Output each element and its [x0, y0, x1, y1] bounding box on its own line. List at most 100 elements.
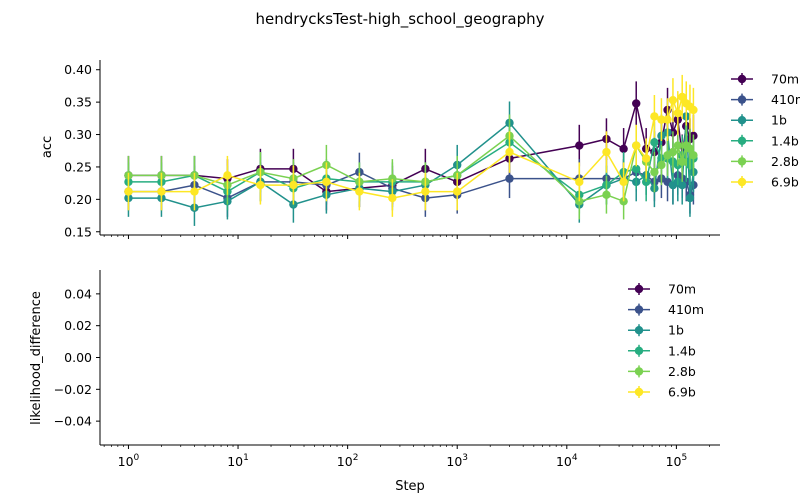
legend-marker — [737, 95, 747, 104]
accuracy-plot-legend-item: 1b — [731, 113, 787, 128]
accuracy-plot-y-tick-label: 0.20 — [64, 192, 92, 207]
accuracy-plot-y-ticks: 0.15 0.20 0.25 0.30 0.35 0.40 — [64, 62, 100, 239]
data-point — [602, 147, 611, 157]
accuracy-plot-y-tick-label: 0.35 — [64, 95, 92, 110]
legend-label: 410m — [771, 92, 800, 107]
legend-marker — [737, 116, 747, 125]
legend-marker — [737, 157, 747, 166]
likelihood-plot-x-label: Step — [395, 479, 425, 494]
data-point — [650, 138, 659, 147]
likelihood-plot-y-tick-label: −0.02 — [54, 382, 92, 397]
data-point — [421, 187, 430, 196]
legend-label: 2.8b — [771, 154, 799, 169]
data-point — [575, 141, 584, 150]
data-point — [663, 115, 672, 124]
accuracy-plot-y-tick-label: 0.25 — [64, 159, 92, 174]
data-point — [685, 144, 695, 153]
data-point — [673, 108, 682, 118]
accuracy-plot-legend-item: 2.8b — [731, 154, 799, 169]
legend-marker — [634, 346, 644, 355]
data-point — [619, 144, 628, 153]
likelihood-plot-legend-item: 70m — [628, 282, 696, 297]
legend-marker — [634, 305, 644, 314]
legend-marker — [634, 387, 644, 397]
data-point — [689, 105, 698, 115]
legend-label: 410m — [668, 302, 704, 317]
accuracy-plot-legend-item: 410m — [731, 92, 800, 107]
legend-label: 1.4b — [668, 343, 696, 358]
likelihood-plot-legend-item: 2.8b — [628, 364, 696, 379]
data-point — [632, 141, 641, 150]
x-tick-label: 104 — [556, 453, 578, 469]
data-point — [673, 141, 682, 150]
data-point — [602, 190, 611, 200]
x-tick-label: 100 — [118, 453, 140, 469]
accuracy-plot-x-ticks — [103, 235, 710, 239]
data-point — [190, 187, 199, 196]
likelihood-plot-y-tick-label: 0.02 — [64, 318, 92, 333]
data-point — [650, 112, 659, 121]
x-tick-label: 101 — [227, 453, 249, 469]
series-1.4b — [124, 121, 698, 214]
data-point — [678, 180, 687, 190]
data-point — [632, 99, 641, 108]
accuracy-plot: 0.15 0.20 0.25 0.30 0.35 0.40 acc 70m 410m 1b 1.… — [40, 60, 800, 239]
likelihood-plot-y-label: likelihood_difference — [29, 291, 44, 425]
legend-label: 6.9b — [668, 385, 696, 400]
likelihood-plot-x-ticks: 100 101 102 103 104 105 — [103, 445, 710, 469]
legend-label: 1b — [668, 323, 684, 338]
data-point — [668, 95, 678, 105]
data-point — [678, 157, 687, 166]
accuracy-plot-y-label: acc — [40, 136, 55, 158]
data-point — [668, 147, 678, 157]
x-tick-label: 102 — [337, 453, 359, 469]
likelihood-difference-plot: 0.040.020.00−0.02−0.04 100 101 102 103 104 10… — [29, 270, 720, 494]
data-point — [632, 164, 641, 174]
legend-label: 70m — [771, 72, 799, 87]
likelihood-plot-y-tick-label: 0.04 — [64, 286, 92, 301]
legend-label: 2.8b — [668, 364, 696, 379]
likelihood-plot-legend: 70m 410m 1b 1.4b 2.8b 6.9b — [628, 282, 704, 400]
legend-label: 6.9b — [771, 175, 799, 190]
likelihood-plot-legend-item: 1.4b — [628, 343, 696, 358]
x-tick-label: 103 — [446, 453, 468, 469]
likelihood-plot-legend-item: 410m — [628, 302, 704, 317]
figure-title: hendrycksTest-high_school_geography — [255, 10, 544, 29]
accuracy-plot-legend: 70m 410m 1b 1.4b 2.8b 6.9b — [731, 72, 800, 190]
likelihood-plot-legend-item: 6.9b — [628, 385, 696, 400]
series-2.8b — [124, 114, 698, 220]
data-point — [650, 167, 659, 177]
legend-marker — [737, 74, 747, 84]
accuracy-plot-legend-item: 70m — [731, 72, 799, 87]
data-point — [388, 174, 397, 183]
series-6.9b — [124, 74, 698, 217]
data-point — [322, 177, 331, 187]
data-point — [388, 193, 397, 203]
likelihood-plot-legend-item: 1b — [628, 323, 684, 338]
legend-label: 1b — [771, 113, 787, 128]
accuracy-plot-marks — [124, 74, 698, 226]
legend-marker — [634, 367, 644, 376]
data-point — [657, 115, 666, 124]
data-point — [505, 147, 514, 157]
legend-marker — [737, 177, 747, 187]
accuracy-plot-legend-item: 1.4b — [731, 133, 799, 148]
legend-marker — [634, 326, 644, 335]
data-point — [289, 180, 298, 190]
data-point — [575, 177, 584, 187]
data-point — [453, 187, 462, 196]
data-point — [657, 160, 666, 170]
data-point — [685, 193, 695, 203]
likelihood-plot-y-ticks: 0.04 0.02 0.00 −0.02 −0.04 — [54, 286, 100, 429]
legend-label: 1.4b — [771, 133, 799, 148]
data-point — [619, 177, 628, 187]
accuracy-plot-y-tick-label: 0.15 — [64, 224, 92, 239]
data-point — [355, 187, 364, 196]
legend-marker — [737, 136, 747, 145]
likelihood-plot-y-tick-label: −0.04 — [54, 414, 92, 429]
x-tick-label: 105 — [666, 453, 688, 469]
likelihood-plot-y-tick-label: 0.00 — [64, 350, 92, 365]
data-point — [641, 154, 651, 163]
legend-label: 70m — [668, 282, 696, 297]
